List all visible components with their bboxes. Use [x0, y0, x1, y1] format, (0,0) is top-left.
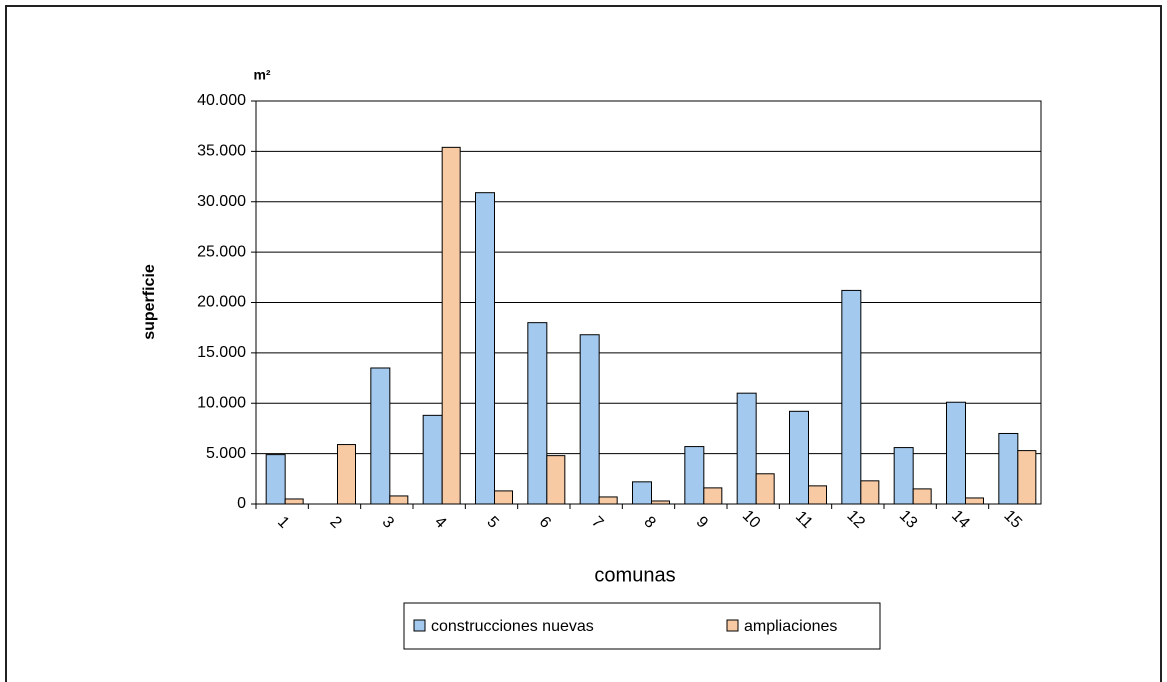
bar	[284, 498, 304, 505]
bar	[337, 444, 356, 505]
bar	[703, 487, 723, 505]
bar	[860, 480, 880, 505]
y-tick-label: 0	[237, 495, 246, 512]
y-tick-label: 35.000	[197, 143, 246, 160]
bar	[265, 454, 286, 505]
y-axis-title: superficie	[141, 264, 158, 340]
bar	[632, 481, 652, 505]
bar	[475, 192, 495, 505]
bar	[370, 367, 391, 505]
bar	[808, 485, 827, 505]
bar	[527, 322, 548, 505]
bar	[579, 334, 600, 505]
bar	[736, 392, 757, 505]
legend-label: ampliaciones	[744, 618, 837, 635]
bar	[755, 473, 775, 505]
bar	[1017, 450, 1037, 505]
bar	[598, 496, 618, 505]
bar	[422, 414, 443, 505]
legend-swatch	[726, 619, 739, 632]
y-tick-label: 25.000	[197, 243, 246, 260]
y-tick-label: 10.000	[197, 394, 246, 411]
bar	[912, 488, 932, 505]
bar	[441, 146, 461, 505]
y-tick-label: 40.000	[197, 92, 246, 109]
bar	[494, 490, 513, 505]
legend-label: construcciones nuevas	[431, 618, 594, 635]
y-tick-label: 20.000	[197, 294, 246, 311]
bar	[946, 401, 966, 505]
bar	[965, 497, 984, 505]
y-tick-label: 30.000	[197, 193, 246, 210]
bar	[789, 410, 809, 505]
legend	[403, 602, 881, 650]
bar	[546, 455, 566, 505]
bar	[998, 432, 1019, 505]
bar	[841, 289, 862, 505]
x-axis-title: comunas	[594, 564, 675, 586]
y-tick-label: 15.000	[197, 344, 246, 361]
bar	[684, 446, 705, 505]
unit-label: m²	[253, 67, 270, 83]
bar	[893, 447, 914, 505]
legend-swatch	[413, 619, 426, 632]
y-tick-label: 5.000	[206, 445, 246, 462]
bar	[651, 500, 670, 505]
bar	[389, 495, 409, 505]
